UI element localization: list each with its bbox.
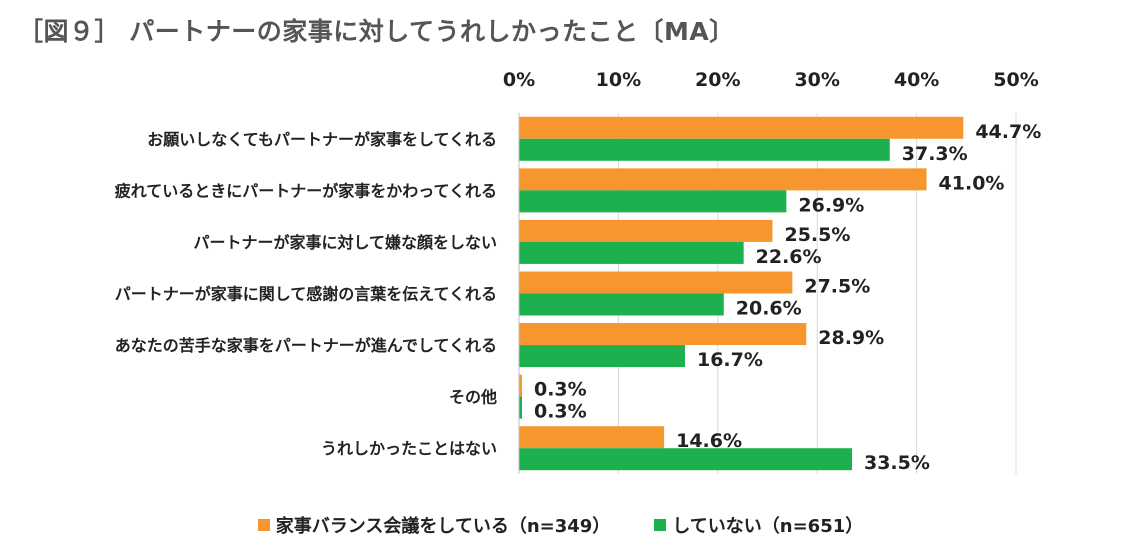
category-label: パートナーが家事に関して感謝の言葉を伝えてくれる xyxy=(115,285,497,304)
data-label-series-1: 0.3% xyxy=(534,379,587,401)
data-label-series-1: 41.0% xyxy=(939,172,1005,194)
bar-series-1 xyxy=(519,168,927,191)
legend-swatch-series-1 xyxy=(257,519,270,531)
data-label-series-2: 22.6% xyxy=(756,246,822,268)
x-tick-label: 40% xyxy=(894,69,939,91)
legend-item-series-2: していない（n=651） xyxy=(654,512,863,538)
data-label-series-2: 16.7% xyxy=(697,349,763,371)
legend-label-series-1: 家事バランス会議をしている（n=349） xyxy=(275,516,611,537)
data-label-series-2: 37.3% xyxy=(902,143,968,165)
chart-title: ［図９］ パートナーの家事に対してうれしかったこと〔MA〕 xyxy=(18,17,735,46)
category-label: パートナーが家事に対して嫌な顔をしない xyxy=(193,233,497,252)
bar-series-1 xyxy=(519,219,773,242)
legend-item-series-1: 家事バランス会議をしている（n=349） xyxy=(257,512,611,538)
bar-series-1 xyxy=(519,271,793,294)
category-label: その他 xyxy=(449,388,497,407)
bar-series-2 xyxy=(519,138,890,161)
data-label-series-2: 0.3% xyxy=(534,401,587,423)
category-label: 疲れているときにパートナーが家事をかわってくれる xyxy=(115,181,497,200)
category-label: うれしかったことはない xyxy=(321,439,497,458)
bar-series-1 xyxy=(519,116,964,139)
bar-series-1 xyxy=(519,426,665,449)
data-label-series-1: 44.7% xyxy=(975,121,1041,143)
bar-series-2 xyxy=(519,396,522,419)
bar-series-2 xyxy=(519,448,852,471)
data-label-series-1: 27.5% xyxy=(804,276,870,298)
bar-series-1 xyxy=(519,374,522,397)
legend-swatch-series-2 xyxy=(654,519,667,531)
legend: 家事バランス会議をしている（n=349） していない（n=651） xyxy=(0,512,1121,538)
bar-series-2 xyxy=(519,190,787,213)
x-tick-label: 0% xyxy=(503,69,535,91)
x-tick-label: 10% xyxy=(596,69,641,91)
x-tick-label: 50% xyxy=(993,69,1038,91)
data-label-series-2: 33.5% xyxy=(864,452,930,474)
data-label-series-2: 20.6% xyxy=(736,298,802,320)
x-tick-label: 20% xyxy=(695,69,740,91)
data-label-series-1: 28.9% xyxy=(818,327,884,349)
x-tick-label: 30% xyxy=(794,69,839,91)
category-label: お願いしなくてもパートナーが家事をしてくれる xyxy=(147,130,497,149)
data-label-series-1: 25.5% xyxy=(784,224,850,246)
bar-series-2 xyxy=(519,241,744,264)
data-label-series-2: 26.9% xyxy=(798,194,864,216)
bar-series-1 xyxy=(519,323,807,346)
data-label-series-1: 14.6% xyxy=(676,430,742,452)
bar-series-2 xyxy=(519,293,724,316)
category-label: あなたの苦手な家事をパートナーが進んでしてくれる xyxy=(115,336,497,355)
bar-series-2 xyxy=(519,345,685,368)
legend-label-series-2: していない（n=651） xyxy=(672,516,864,537)
